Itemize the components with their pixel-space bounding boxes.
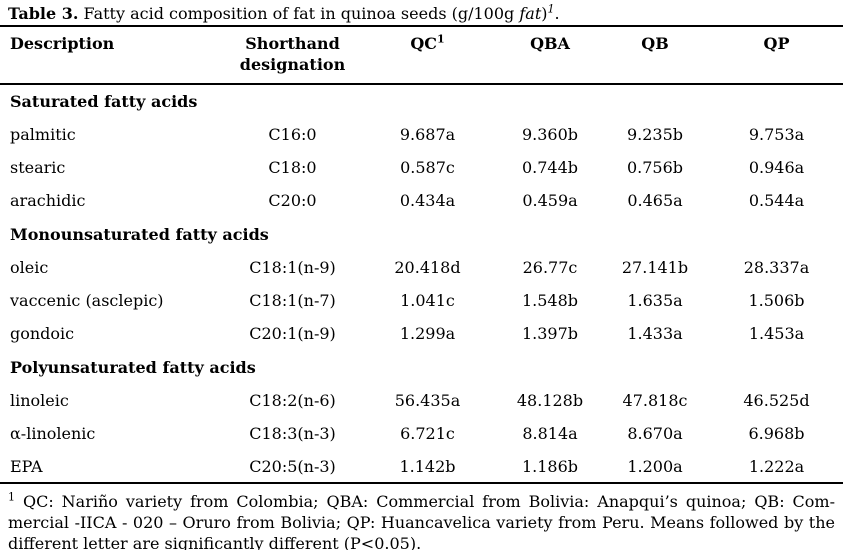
cell-description: oleic (10, 258, 49, 277)
footnote: 1 QC: Nariño variety from Colombia; QBA:… (0, 484, 843, 550)
cell-shorthand: C18:0 (268, 158, 317, 177)
cell-qba: 0.459a (522, 191, 578, 210)
cell-description: palmitic (10, 125, 76, 144)
table-row: gondoic C20:1(n-9) 1.299a 1.397b 1.433a … (0, 317, 843, 350)
footnote-marker: 1 (8, 490, 15, 504)
table-row: stearic C18:0 0.587c 0.744b 0.756b 0.946… (0, 151, 843, 184)
col-header-qp: QP (763, 34, 790, 53)
cell-shorthand: C18:1(n-7) (249, 291, 336, 310)
header-row: Description Shorthand designation QC1 QB… (0, 26, 843, 84)
caption-footnote-marker: 1 (547, 2, 555, 16)
cell-qb: 0.756b (626, 158, 684, 177)
cell-description: EPA (10, 456, 43, 476)
cell-qb: 8.670a (627, 424, 683, 443)
cell-description: α-linolenic (10, 424, 96, 443)
footnote-text: QC: Nariño variety from Colombia; QBA: C… (15, 492, 835, 511)
cell-qp: 1.222a (748, 456, 805, 476)
table-row: EPA C20:5(n-3) 1.142b 1.186b 1.200a 1.22… (0, 450, 843, 483)
cell-qc: 0.434a (399, 191, 456, 210)
section-label: Monounsaturated fatty acids (10, 224, 269, 244)
table-row: arachidic C20:0 0.434a 0.459a 0.465a 0.5… (0, 184, 843, 217)
cell-qp: 0.544a (748, 191, 805, 210)
cell-shorthand: C20:1(n-9) (249, 324, 336, 343)
cell-qb: 1.635a (627, 291, 683, 310)
cell-qba: 1.186b (521, 456, 579, 476)
table-caption: Table 3. Fatty acid composition of fat i… (0, 0, 843, 25)
cell-description: linoleic (10, 391, 69, 410)
cell-shorthand: C20:5(n-3) (249, 456, 336, 476)
table-row: α-linolenic C18:3(n-3) 6.721c 8.814a 8.6… (0, 417, 843, 450)
cell-description: arachidic (10, 191, 86, 210)
cell-shorthand: C16:0 (268, 125, 317, 144)
cell-shorthand: C18:3(n-3) (249, 424, 336, 443)
cell-qba: 9.360b (521, 125, 579, 144)
cell-qc: 1.299a (399, 324, 456, 343)
fatty-acid-composition-table: Description Shorthand designation QC1 QB… (0, 25, 843, 484)
table-row: vaccenic (asclepic) C18:1(n-7) 1.041c 1.… (0, 284, 843, 317)
col-header-shorthand: Shorthand designation (239, 34, 346, 74)
caption-italic-word: fat (519, 4, 542, 23)
cell-qp: 28.337a (743, 258, 810, 277)
cell-qb: 1.200a (627, 456, 683, 476)
caption-text: Fatty acid composition of fat in quinoa … (78, 4, 520, 23)
col-header-qba: QBA (530, 34, 570, 53)
cell-qba: 48.128b (516, 391, 584, 410)
cell-qp: 46.525d (743, 391, 810, 410)
table-row: oleic C18:1(n-9) 20.418d 26.77c 27.141b … (0, 251, 843, 284)
cell-shorthand: C20:0 (268, 191, 317, 210)
cell-qba: 26.77c (522, 258, 578, 277)
cell-qc: 1.041c (400, 291, 455, 310)
cell-qp: 1.506b (748, 291, 805, 310)
cell-description: gondoic (10, 324, 75, 343)
section-label: Saturated fatty acids (10, 92, 198, 111)
caption-paren: ) (541, 4, 548, 23)
cell-qc: 20.418d (394, 258, 461, 277)
qc-footnote-marker: 1 (437, 32, 445, 46)
cell-qp: 1.453a (748, 324, 805, 343)
cell-qc: 0.587c (400, 158, 455, 177)
table-row: linoleic C18:2(n-6) 56.435a 48.128b 47.8… (0, 384, 843, 417)
caption-label: Table 3. (8, 4, 79, 23)
cell-qc: 1.142b (399, 456, 456, 476)
cell-qp: 6.968b (748, 424, 805, 443)
cell-shorthand: C18:1(n-9) (249, 258, 336, 277)
cell-qba: 1.397b (521, 324, 579, 343)
section-header-monounsaturated: Monounsaturated fatty acids (0, 217, 843, 251)
cell-qc: 9.687a (399, 125, 456, 144)
cell-qba: 0.744b (521, 158, 579, 177)
cell-qb: 47.818c (622, 391, 688, 410)
footnote-line: 1 QC: Nariño variety from Colombia; QBA:… (8, 491, 835, 512)
cell-shorthand: C18:2(n-6) (249, 391, 336, 410)
cell-qba: 8.814a (522, 424, 578, 443)
section-label: Polyunsaturated fatty acids (10, 357, 256, 377)
cell-qp: 9.753a (748, 125, 805, 144)
section-header-saturated: Saturated fatty acids (0, 84, 843, 118)
cell-qc: 56.435a (394, 391, 461, 410)
cell-description: stearic (10, 158, 66, 177)
table-row: palmitic C16:0 9.687a 9.360b 9.235b 9.75… (0, 118, 843, 151)
cell-qb: 1.433a (627, 324, 683, 343)
caption-period: . (554, 4, 560, 23)
col-header-qc-text: QC (410, 34, 437, 53)
col-header-qc: QC1 (355, 26, 500, 84)
cell-qba: 1.548b (521, 291, 579, 310)
footnote-line: different letter are significantly diffe… (8, 534, 422, 550)
cell-qb: 27.141b (621, 258, 689, 277)
col-header-qb: QB (641, 34, 669, 53)
section-header-polyunsaturated: Polyunsaturated fatty acids (0, 350, 843, 384)
cell-qb: 0.465a (627, 191, 683, 210)
cell-qb: 9.235b (626, 125, 684, 144)
cell-description: vaccenic (asclepic) (10, 291, 164, 310)
col-header-description: Description (10, 34, 115, 53)
cell-qc: 6.721c (400, 424, 455, 443)
cell-qp: 0.946a (748, 158, 805, 177)
footnote-line: mercial -IICA - 020 – Oruro from Bolivia… (8, 513, 835, 532)
